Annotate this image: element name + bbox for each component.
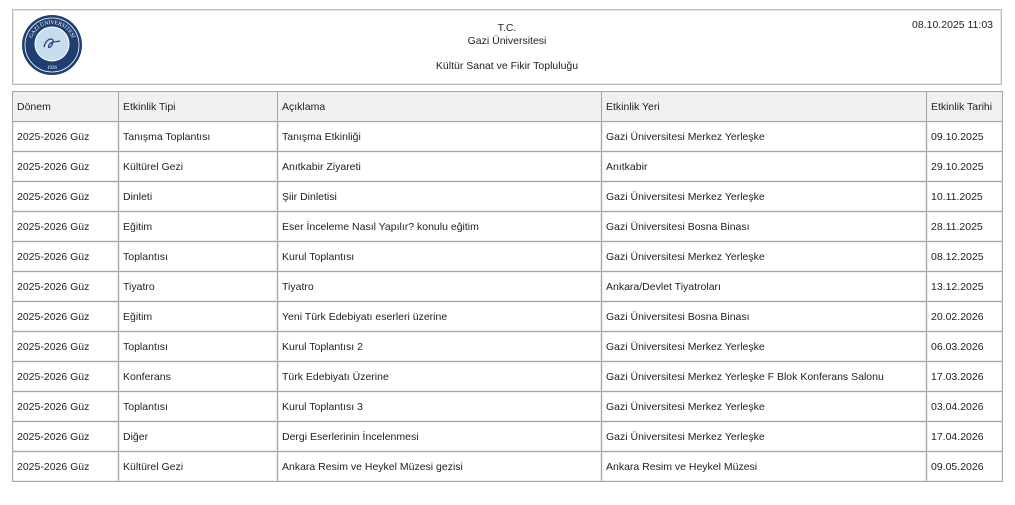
- col-aciklama-cell: Ankara Resim ve Heykel Müzesi gezisi: [277, 451, 602, 482]
- events-table: Dönem Etkinlik Tipi Açıklama Etkinlik Yeri E…: [12, 91, 1003, 482]
- table-row: 2025-2026 Güz Kültürel Gezi Ankara Resim v…: [12, 451, 1003, 482]
- col-etkinlik-yeri-header: Etkinlik Yeri: [601, 91, 927, 122]
- col-etkinlik-yeri-cell: Gazi Üniversitesi Merkez Yerleşke: [601, 391, 927, 422]
- col-donem-cell: 2025-2026 Güz: [12, 421, 119, 452]
- report-datetime: 08.10.2025 11:03: [912, 19, 993, 31]
- col-etkinlik-yeri-cell: Gazi Üniversitesi Bosna Binası: [601, 301, 927, 332]
- col-donem-cell: 2025-2026 Güz: [12, 241, 119, 272]
- col-aciklama-cell: Eser İnceleme Nasıl Yapılır? konulu eğit…: [277, 211, 602, 242]
- col-etkinlik-tarihi-cell: 17.03.2026: [926, 361, 1003, 392]
- col-etkinlik-tarihi-cell: 06.03.2026: [926, 331, 1003, 362]
- col-etkinlik-yeri-cell: Gazi Üniversitesi Merkez Yerleşke: [601, 241, 927, 272]
- col-etkinlik-yeri-cell: Ankara/Devlet Tiyatroları: [601, 271, 927, 302]
- col-etkinlik-tarihi-cell: 13.12.2025: [926, 271, 1003, 302]
- col-aciklama-cell: Yeni Türk Edebiyatı eserleri üzerine: [277, 301, 602, 332]
- col-etkinlik-tarihi-cell: 29.10.2025: [926, 151, 1003, 182]
- table-row: 2025-2026 Güz Konferans Türk Edebiyatı Üze…: [12, 361, 1003, 392]
- col-aciklama-cell: Kurul Toplantısı: [277, 241, 602, 272]
- col-aciklama-cell: Tanışma Etkinliği: [277, 121, 602, 152]
- col-etkinlik-tipi-cell: Eğitim: [118, 301, 278, 332]
- col-etkinlik-tipi-cell: Tiyatro: [118, 271, 278, 302]
- col-etkinlik-tipi-cell: Kültürel Gezi: [118, 151, 278, 182]
- svg-text:1926: 1926: [47, 66, 58, 71]
- col-etkinlik-tipi-cell: Diğer: [118, 421, 278, 452]
- col-etkinlik-tarihi-cell: 10.11.2025: [926, 181, 1003, 212]
- table-row: 2025-2026 Güz Eğitim Yeni Türk Edebiyatı e…: [12, 301, 1003, 332]
- col-donem-cell: 2025-2026 Güz: [12, 301, 119, 332]
- col-aciklama-cell: Tiyatro: [277, 271, 602, 302]
- col-aciklama-cell: Şiir Dinletisi: [277, 181, 602, 212]
- col-donem-cell: 2025-2026 Güz: [12, 451, 119, 482]
- university-name: Gazi Üniversitesi: [467, 35, 547, 47]
- col-donem-cell: 2025-2026 Güz: [12, 121, 119, 152]
- col-donem-cell: 2025-2026 Güz: [12, 391, 119, 422]
- gazi-university-logo: 1926 GAZİ ÜNİVERSİTESİ: [22, 15, 82, 75]
- header-line-tc: T.C.: [497, 22, 517, 34]
- col-etkinlik-tarihi-cell: 03.04.2026: [926, 391, 1003, 422]
- table-row: 2025-2026 Güz Tanışma Toplantısı Tanışma E…: [12, 121, 1003, 152]
- club-name: Kültür Sanat ve Fikir Topluluğu: [435, 60, 579, 72]
- col-etkinlik-tarihi-cell: 20.02.2026: [926, 301, 1003, 332]
- col-etkinlik-tipi-cell: Eğitim: [118, 211, 278, 242]
- table-row: 2025-2026 Güz Toplantısı Kurul Toplantısı …: [12, 391, 1003, 422]
- col-etkinlik-yeri-cell: Gazi Üniversitesi Merkez Yerleşke: [601, 331, 927, 362]
- table-row: 2025-2026 Güz Dinleti Şiir Dinletisi Gazi Ü…: [12, 181, 1003, 212]
- col-etkinlik-tipi-cell: Toplantısı: [118, 241, 278, 272]
- table-row: 2025-2026 Güz Tiyatro Tiyatro Ankara/Devlet…: [12, 271, 1003, 302]
- col-etkinlik-yeri-cell: Gazi Üniversitesi Merkez Yerleşke: [601, 421, 927, 452]
- col-etkinlik-tarihi-header: Etkinlik Tarihi: [926, 91, 1003, 122]
- col-etkinlik-tipi-cell: Konferans: [118, 361, 278, 392]
- col-etkinlik-yeri-cell: Anıtkabir: [601, 151, 927, 182]
- col-donem-cell: 2025-2026 Güz: [12, 331, 119, 362]
- col-etkinlik-tipi-cell: Kültürel Gezi: [118, 451, 278, 482]
- col-aciklama-cell: Kurul Toplantısı 3: [277, 391, 602, 422]
- col-donem-cell: 2025-2026 Güz: [12, 181, 119, 212]
- col-etkinlik-yeri-cell: Ankara Resim ve Heykel Müzesi: [601, 451, 927, 482]
- table-row: 2025-2026 Güz Toplantısı Kurul Toplantısı G…: [12, 241, 1003, 272]
- col-etkinlik-tarihi-cell: 08.12.2025: [926, 241, 1003, 272]
- col-etkinlik-tarihi-cell: 09.10.2025: [926, 121, 1003, 152]
- col-aciklama-cell: Kurul Toplantısı 2: [277, 331, 602, 362]
- col-aciklama-header: Açıklama: [277, 91, 602, 122]
- table-row: 2025-2026 Güz Diğer Dergi Eserlerinin İnce…: [12, 421, 1003, 452]
- col-donem-cell: 2025-2026 Güz: [12, 361, 119, 392]
- col-etkinlik-tipi-cell: Toplantısı: [118, 331, 278, 362]
- col-etkinlik-tipi-header: Etkinlik Tipi: [118, 91, 278, 122]
- col-donem-header: Dönem: [12, 91, 119, 122]
- col-etkinlik-tarihi-cell: 17.04.2026: [926, 421, 1003, 452]
- col-etkinlik-tipi-cell: Tanışma Toplantısı: [118, 121, 278, 152]
- col-etkinlik-yeri-cell: Gazi Üniversitesi Merkez Yerleşke F Blok…: [601, 361, 927, 392]
- col-etkinlik-tipi-cell: Toplantısı: [118, 391, 278, 422]
- col-donem-cell: 2025-2026 Güz: [12, 211, 119, 242]
- report-header: 1926 GAZİ ÜNİVERSİTESİ T.C. Gazi Ünivers…: [12, 9, 1002, 85]
- col-aciklama-cell: Anıtkabir Ziyareti: [277, 151, 602, 182]
- col-etkinlik-tarihi-cell: 09.05.2026: [926, 451, 1003, 482]
- col-etkinlik-tipi-cell: Dinleti: [118, 181, 278, 212]
- col-aciklama-cell: Dergi Eserlerinin İncelenmesi: [277, 421, 602, 452]
- col-donem-cell: 2025-2026 Güz: [12, 271, 119, 302]
- table-row: 2025-2026 Güz Eğitim Eser İnceleme Nasıl Y…: [12, 211, 1003, 242]
- table-row: 2025-2026 Güz Toplantısı Kurul Toplantısı …: [12, 331, 1003, 362]
- col-etkinlik-yeri-cell: Gazi Üniversitesi Bosna Binası: [601, 211, 927, 242]
- col-etkinlik-yeri-cell: Gazi Üniversitesi Merkez Yerleşke: [601, 181, 927, 212]
- col-donem-cell: 2025-2026 Güz: [12, 151, 119, 182]
- table-header-row: Dönem Etkinlik Tipi Açıklama Etkinlik Yeri E…: [12, 91, 1003, 122]
- col-aciklama-cell: Türk Edebiyatı Üzerine: [277, 361, 602, 392]
- table-row: 2025-2026 Güz Kültürel Gezi Anıtkabir Ziya…: [12, 151, 1003, 182]
- col-etkinlik-tarihi-cell: 28.11.2025: [926, 211, 1003, 242]
- col-etkinlik-yeri-cell: Gazi Üniversitesi Merkez Yerleşke: [601, 121, 927, 152]
